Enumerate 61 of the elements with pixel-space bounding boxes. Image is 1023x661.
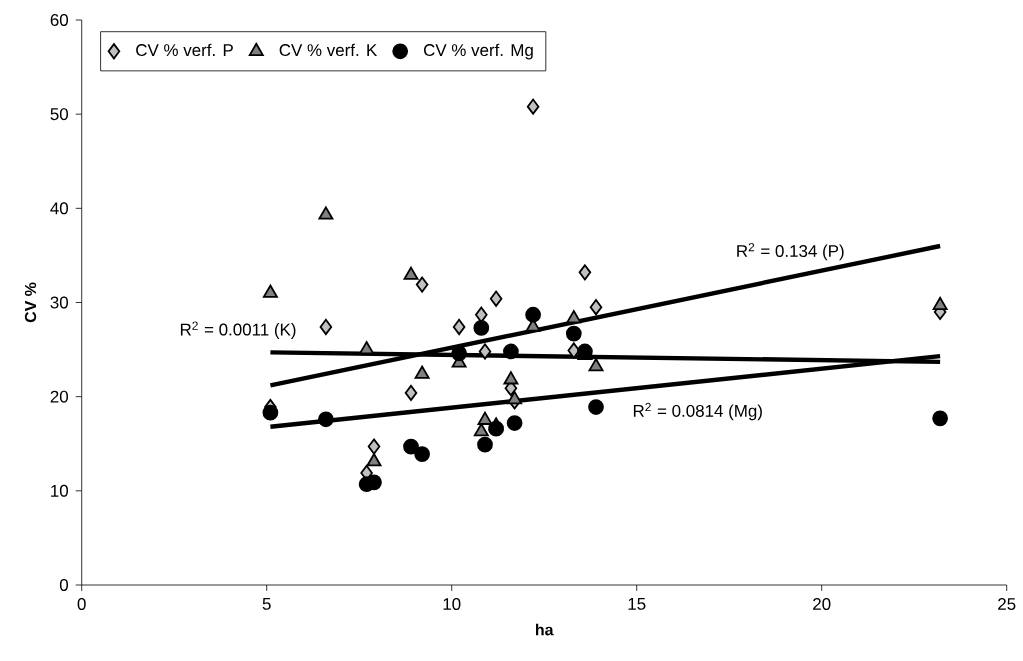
point [473, 423, 489, 437]
y-tick-label: 0 [59, 579, 69, 591]
x-tick-label: 0 [77, 598, 86, 610]
annotation: R$^{2}$ = 0.0814 (Mg) [633, 402, 762, 421]
point [525, 306, 541, 323]
x-tick-label: 20 [813, 598, 831, 610]
y-axis-title: CV % [24, 282, 37, 323]
point [452, 318, 466, 336]
point [477, 436, 493, 453]
y-tick-label: 40 [50, 202, 69, 215]
point [359, 341, 375, 355]
point [567, 342, 581, 359]
y-tick-label: 60 [50, 14, 69, 26]
point [319, 318, 333, 336]
point [473, 320, 490, 336]
point [588, 399, 604, 415]
legend-label: CV % verf. P [136, 43, 233, 57]
point [262, 404, 279, 421]
point [489, 290, 503, 307]
legend-label: CV % verf. K [279, 43, 378, 57]
point [262, 284, 278, 298]
point [318, 206, 334, 220]
point [932, 296, 948, 311]
point [414, 365, 430, 379]
x-axis-title: ha [536, 623, 554, 636]
point [415, 276, 429, 293]
x-tick-label: 25 [998, 598, 1016, 610]
point [366, 474, 382, 491]
point [932, 410, 948, 427]
point [404, 384, 418, 401]
y-tick-label: 30 [50, 296, 69, 309]
x-tick-label: 10 [443, 598, 461, 610]
point [477, 411, 493, 425]
point [503, 371, 519, 385]
point [478, 343, 492, 360]
point [507, 391, 523, 405]
annotation: R$^{2}$ = 0.0011 (K) [180, 321, 296, 339]
point [451, 345, 467, 362]
y-tick-label: 10 [51, 484, 69, 497]
y-tick-label: 20 [50, 390, 69, 403]
point [526, 98, 540, 115]
point [578, 264, 592, 281]
point [589, 299, 603, 316]
point [366, 453, 382, 467]
legend-label: CV % verf. Mg [423, 43, 533, 60]
point [588, 358, 604, 372]
point [367, 438, 381, 455]
x-tick-label: 5 [262, 598, 271, 610]
point [475, 306, 488, 323]
point [318, 411, 334, 428]
point [403, 438, 419, 455]
point [565, 325, 582, 342]
x-tick-label: 15 [628, 598, 646, 610]
point [566, 310, 582, 324]
y-tick-label: 50 [50, 108, 69, 121]
point [503, 343, 519, 360]
point [414, 446, 430, 462]
point [488, 420, 504, 437]
point [506, 415, 523, 431]
annotation: R$^{2}$ = 0.134 (P) [737, 242, 844, 261]
point [403, 266, 419, 280]
